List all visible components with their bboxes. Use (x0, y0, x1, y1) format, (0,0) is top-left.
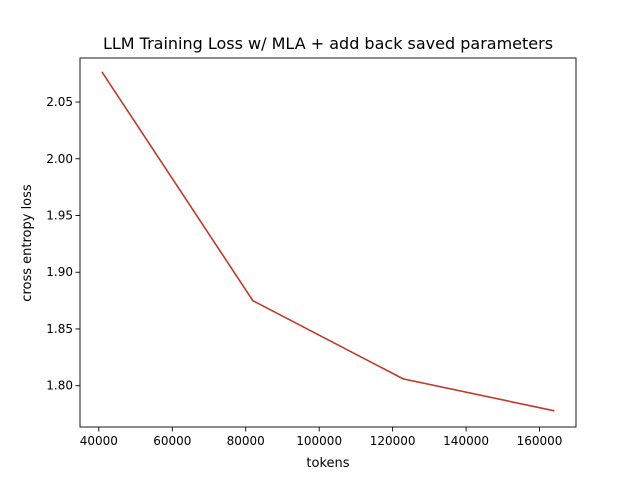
x-tick-label: 80000 (227, 434, 265, 448)
y-tick-label: 1.95 (46, 208, 73, 222)
x-axis-label: tokens (306, 456, 349, 471)
y-tick-label: 2.05 (46, 95, 73, 109)
x-tick-label: 100000 (296, 434, 342, 448)
y-tick-label: 2.00 (46, 152, 73, 166)
y-tick-label: 1.85 (46, 322, 73, 336)
y-axis: 1.80 1.85 1.90 1.95 2.00 2.05 (46, 95, 80, 393)
chart-title: LLM Training Loss w/ MLA + add back save… (103, 34, 553, 53)
data-point (402, 377, 405, 380)
x-axis: 40000 60000 80000 100000 120000 140000 160000 (80, 427, 563, 448)
x-tick-label: 40000 (80, 434, 118, 448)
x-tick-label: 120000 (370, 434, 416, 448)
y-tick-label: 1.80 (46, 379, 73, 393)
series-line-0 (101, 72, 554, 412)
plot-area (79, 57, 577, 428)
y-tick-label: 1.90 (46, 265, 73, 279)
y-axis-label: cross entropy loss (20, 184, 35, 302)
data-point (552, 409, 555, 412)
x-tick-label: 60000 (153, 434, 191, 448)
x-tick-label: 140000 (443, 434, 489, 448)
x-tick-label: 160000 (517, 434, 563, 448)
data-point (101, 71, 104, 74)
axes-frame (79, 57, 577, 428)
data-point (251, 299, 254, 302)
